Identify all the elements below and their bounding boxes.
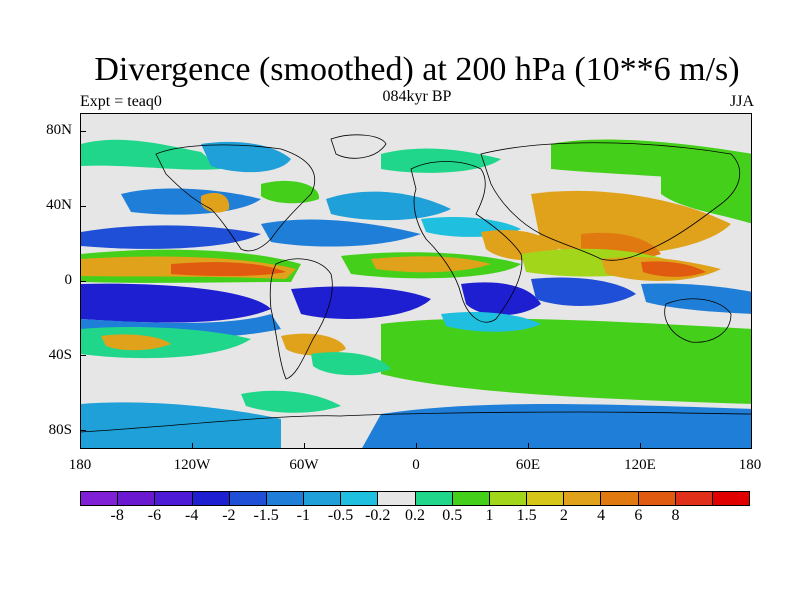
map-canvas bbox=[81, 134, 751, 448]
europe-africa-coast bbox=[410, 161, 523, 323]
colorbar-label: 4 bbox=[597, 507, 606, 524]
arctic-blue-patch bbox=[201, 141, 291, 173]
south-pacific-orange bbox=[101, 334, 171, 351]
europe-green-patch bbox=[381, 148, 501, 173]
north-pacific-blue bbox=[121, 188, 261, 215]
north-america-green bbox=[261, 180, 320, 204]
lon-tick-180e: 180 bbox=[738, 457, 762, 473]
colorbar-label: 1 bbox=[485, 507, 494, 524]
greenland-coast bbox=[330, 134, 387, 159]
colorbar-swatch bbox=[564, 492, 602, 505]
lon-tickmark bbox=[640, 443, 641, 449]
south-america-coast bbox=[269, 258, 333, 380]
australia-coast bbox=[664, 298, 732, 343]
period-label: 084kyr BP bbox=[382, 88, 452, 105]
lat-tick-40s: 40S bbox=[48, 347, 72, 363]
lat-tickmark bbox=[80, 206, 86, 207]
south-atlantic-blue bbox=[291, 286, 431, 319]
colorbar-label: 0.2 bbox=[405, 507, 425, 524]
south-indian-blue-outer bbox=[531, 277, 636, 306]
lon-tick-120e: 120E bbox=[624, 457, 656, 473]
lat-tick-0: 0 bbox=[64, 272, 73, 288]
lon-tickmark bbox=[192, 443, 193, 449]
lat-tickmark bbox=[80, 131, 86, 132]
subtropical-blue-band bbox=[81, 225, 261, 249]
south-pacific-blue-band bbox=[81, 283, 271, 323]
colorbar-swatch bbox=[192, 492, 230, 505]
south-atlantic-green bbox=[311, 352, 391, 376]
divergence-map bbox=[80, 113, 752, 449]
south-america-orange bbox=[281, 333, 346, 356]
colorbar-swatch bbox=[378, 492, 416, 505]
equatorial-red-band bbox=[171, 262, 286, 277]
north-atlantic-subtropical-blue bbox=[261, 219, 421, 247]
arctic-green-patch bbox=[81, 139, 221, 170]
colorbar-swatch bbox=[266, 492, 305, 505]
colorbar-swatch bbox=[81, 492, 119, 505]
lon-tickmark bbox=[304, 443, 305, 449]
lon-tick-120w: 120W bbox=[173, 457, 211, 473]
lat-tickmark bbox=[80, 430, 86, 431]
lon-tick-60w: 60W bbox=[289, 457, 319, 473]
lat-tick-80s: 80S bbox=[48, 422, 72, 438]
colorbar-label: -2 bbox=[222, 507, 236, 524]
colorbar-swatch bbox=[675, 492, 713, 505]
colorbar-swatch bbox=[155, 492, 193, 505]
colorbar-label: -8 bbox=[110, 507, 124, 524]
lon-tick-60e: 60E bbox=[515, 457, 541, 473]
colorbar-label: 8 bbox=[671, 507, 680, 524]
colorbar-swatch bbox=[415, 492, 453, 505]
lat-tickmark bbox=[80, 355, 86, 356]
colorbar-swatch bbox=[304, 492, 342, 505]
lat-tick-80n: 80N bbox=[46, 122, 72, 138]
asia-coast bbox=[480, 142, 740, 261]
colorbar-swatch bbox=[601, 492, 639, 505]
southern-ocean-green bbox=[381, 318, 751, 404]
north-america-coast bbox=[155, 144, 316, 252]
antarctic-green bbox=[241, 390, 341, 413]
atlantic-equatorial-orange bbox=[371, 256, 491, 273]
colorbar-label: -0.2 bbox=[365, 507, 391, 524]
colorbar-label: -1.5 bbox=[253, 507, 279, 524]
colorbar-label: 0.5 bbox=[442, 507, 463, 524]
lat-tickmark bbox=[80, 281, 86, 282]
south-indian-blue bbox=[461, 282, 541, 316]
antarctica-coast bbox=[81, 411, 751, 433]
lon-tick-180w: 180 bbox=[68, 457, 92, 473]
colorbar-label: -6 bbox=[147, 507, 162, 524]
colorbar-swatch bbox=[118, 492, 156, 505]
north-atlantic-blue bbox=[326, 191, 451, 221]
colorbar-swatch bbox=[638, 492, 676, 505]
lon-tickmark bbox=[528, 443, 529, 449]
colorbar-swatch bbox=[341, 492, 379, 505]
colorbar-swatch bbox=[452, 492, 490, 505]
colorbar-label: 6 bbox=[634, 507, 643, 524]
lon-tickmark bbox=[416, 443, 417, 449]
lat-tick-40n: 40N bbox=[46, 197, 72, 213]
season-label: JJA bbox=[729, 93, 754, 110]
maritime-continent-red bbox=[641, 261, 706, 277]
colorbar bbox=[80, 491, 750, 506]
colorbar-label: -1 bbox=[296, 507, 310, 524]
colorbar-label: 2 bbox=[559, 507, 568, 524]
colorbar-swatch bbox=[712, 492, 750, 505]
field-shading bbox=[81, 139, 751, 448]
coastlines bbox=[81, 134, 751, 433]
experiment-label: Expt = teaq0 bbox=[80, 93, 162, 110]
colorbar-swatch bbox=[489, 492, 528, 505]
colorbar-label: 1.5 bbox=[516, 507, 537, 524]
chart-title: Divergence (smoothed) at 200 hPa (10**6 … bbox=[94, 51, 740, 88]
west-pacific-green bbox=[661, 172, 751, 224]
lon-tick-0: 0 bbox=[412, 457, 420, 473]
colorbar-label: -0.5 bbox=[327, 507, 354, 524]
antarctic-blue bbox=[362, 404, 751, 448]
colorbar-swatch bbox=[229, 492, 267, 505]
antarctic-blue-west bbox=[81, 402, 281, 448]
colorbar-label: -4 bbox=[184, 507, 199, 524]
colorbar-swatch bbox=[527, 492, 565, 505]
